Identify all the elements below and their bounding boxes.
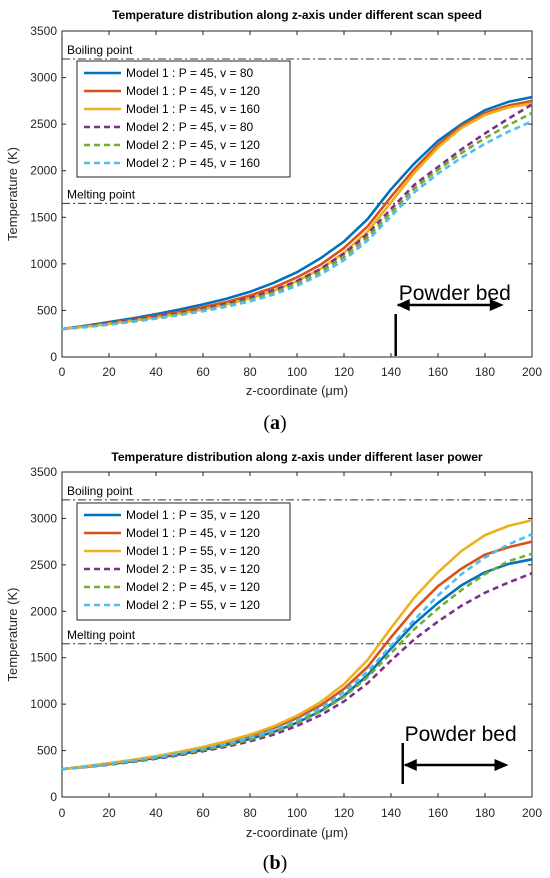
- y-tick-label: 3500: [30, 24, 57, 38]
- y-tick-label: 2500: [30, 117, 57, 131]
- y-tick-label: 1000: [30, 697, 57, 711]
- x-tick-label: 80: [243, 365, 257, 379]
- y-tick-label: 3000: [30, 71, 57, 85]
- y-tick-label: 0: [50, 790, 57, 804]
- legend-entry-5: Model 2 : P = 45, v = 160: [126, 156, 260, 170]
- x-tick-label: 180: [475, 365, 495, 379]
- chart-title: Temperature distribution along z-axis un…: [111, 450, 483, 464]
- y-axis-label: Temperature (K): [5, 588, 20, 682]
- x-tick-label: 140: [381, 806, 401, 820]
- boiling-point-label: Boiling point: [67, 43, 133, 57]
- melting-point-label: Melting point: [67, 628, 136, 642]
- legend-entry-3: Model 2 : P = 45, v = 80: [126, 120, 254, 134]
- powder-bed-arrow-right-head: [489, 299, 504, 311]
- series-line-5: [61, 533, 533, 771]
- y-tick-label: 2500: [30, 558, 57, 572]
- x-tick-label: 120: [334, 365, 354, 379]
- panel-label-letter: b: [269, 852, 280, 874]
- y-tick-label: 2000: [30, 164, 57, 178]
- x-tick-label: 100: [287, 365, 307, 379]
- powder-bed-label: Powder bed: [405, 723, 517, 746]
- y-tick-label: 1000: [30, 257, 57, 271]
- chart-title: Temperature distribution along z-axis un…: [112, 8, 482, 22]
- y-tick-label: 500: [37, 744, 57, 758]
- series-line-4: [61, 552, 533, 771]
- series-line-2: [61, 519, 533, 771]
- panel-label: (a): [263, 412, 286, 434]
- x-tick-label: 80: [243, 806, 257, 820]
- x-tick-label: 20: [102, 806, 116, 820]
- series-line-3: [61, 572, 533, 771]
- legend-entry-3: Model 2 : P = 35, v = 120: [126, 562, 260, 576]
- x-tick-label: 0: [59, 365, 66, 379]
- x-tick-label: 60: [196, 365, 210, 379]
- legend-entry-0: Model 1 : P = 45, v = 80: [126, 66, 254, 80]
- panel-label-open: (: [263, 852, 270, 874]
- series-line-5: [61, 120, 533, 331]
- legend: Model 1 : P = 35, v = 120 Model 1 : P = 4…: [76, 502, 291, 621]
- x-tick-label: 180: [475, 806, 495, 820]
- legend: Model 1 : P = 45, v = 80 Model 1 : P = 45…: [76, 60, 291, 178]
- powder-bed-label: Powder bed: [399, 282, 511, 305]
- x-tick-label: 60: [196, 806, 210, 820]
- legend-entry-1: Model 1 : P = 45, v = 120: [126, 84, 260, 98]
- legend-entry-2: Model 1 : P = 45, v = 160: [126, 102, 260, 116]
- chart-panel-b: Temperature distribution along z-axis un…: [5, 450, 542, 874]
- x-tick-label: 40: [149, 365, 163, 379]
- y-tick-label: 2000: [30, 604, 57, 618]
- y-axis-label: Temperature (K): [5, 147, 20, 241]
- powder-bed-arrow-left-head: [403, 759, 417, 771]
- y-tick-label: 500: [37, 303, 57, 317]
- boiling-point-label: Boiling point: [67, 484, 133, 498]
- series-line-3: [61, 103, 533, 331]
- legend-entry-5: Model 2 : P = 55, v = 120: [126, 598, 260, 612]
- y-tick-label: 0: [50, 350, 57, 364]
- x-tick-label: 160: [428, 806, 448, 820]
- panel-label-close: ): [281, 852, 288, 874]
- y-tick-label: 3000: [30, 511, 57, 525]
- panel-label-open: (: [263, 412, 270, 434]
- x-tick-label: 200: [522, 365, 542, 379]
- x-tick-label: 0: [59, 806, 66, 820]
- y-tick-label: 3500: [30, 465, 57, 479]
- y-tick-label: 1500: [30, 210, 57, 224]
- panel-label: (b): [263, 852, 287, 874]
- chart-panel-a: Temperature distribution along z-axis un…: [5, 8, 542, 434]
- powder-bed-arrow-left-head: [396, 299, 410, 311]
- legend-entry-1: Model 1 : P = 45, v = 120: [126, 526, 260, 540]
- x-tick-label: 20: [102, 365, 116, 379]
- x-tick-label: 200: [522, 806, 542, 820]
- x-tick-label: 160: [428, 365, 448, 379]
- legend-entry-4: Model 2 : P = 45, v = 120: [126, 580, 260, 594]
- powder-bed-arrow-right-head: [494, 759, 509, 771]
- legend-box: [76, 60, 291, 178]
- x-axis-label: z-coordinate (μm): [246, 383, 348, 398]
- legend-entry-4: Model 2 : P = 45, v = 120: [126, 138, 260, 152]
- panel-label-close: ): [280, 412, 287, 434]
- x-tick-label: 40: [149, 806, 163, 820]
- x-tick-label: 100: [287, 806, 307, 820]
- x-axis-label: z-coordinate (μm): [246, 825, 348, 840]
- x-tick-label: 140: [381, 365, 401, 379]
- series-line-4: [61, 111, 533, 331]
- y-tick-label: 1500: [30, 651, 57, 665]
- legend-box: [76, 502, 291, 621]
- legend-entry-0: Model 1 : P = 35, v = 120: [126, 508, 260, 522]
- melting-point-label: Melting point: [67, 187, 136, 201]
- panel-label-letter: a: [270, 412, 280, 434]
- legend-entry-2: Model 1 : P = 55, v = 120: [126, 544, 260, 558]
- series-line-0: [61, 95, 533, 331]
- x-tick-label: 120: [334, 806, 354, 820]
